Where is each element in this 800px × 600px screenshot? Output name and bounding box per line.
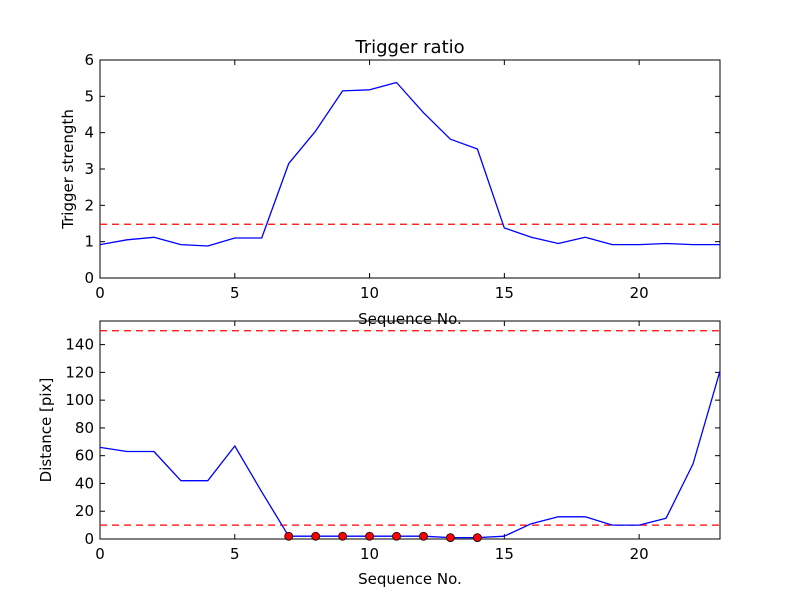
plot-title: Trigger ratio	[354, 37, 464, 58]
y-tick-label: 120	[65, 363, 94, 381]
y-tick-label: 80	[75, 419, 94, 437]
axes-frame	[99, 320, 721, 540]
x-tick-label: 0	[95, 284, 105, 302]
distance-plot: Sequence No. Distance [pix] 0 5 10 15 20 0 20 4…	[37, 320, 721, 588]
data-point-marker	[284, 531, 294, 541]
data-point-marker	[446, 533, 455, 543]
x-tick-label: 15	[495, 284, 514, 302]
x-tick-label: 20	[630, 545, 649, 563]
y-tick-label: 0	[84, 530, 94, 548]
x-tick-label: 0	[95, 545, 105, 563]
x-axis-label: Sequence No.	[358, 310, 462, 328]
y-axis-label: Trigger strength	[59, 109, 77, 230]
x-tick-label: 10	[360, 545, 379, 563]
y-tick-label: 6	[84, 51, 94, 69]
data-point-marker	[472, 533, 482, 543]
data-point-marker	[419, 531, 428, 541]
series-line	[99, 81, 720, 247]
x-tick-label: 5	[230, 284, 240, 302]
data-point-marker	[311, 531, 321, 541]
x-tick-label: 10	[360, 284, 379, 302]
data-point-marker	[338, 531, 348, 541]
y-tick-label: 4	[84, 124, 94, 142]
x-tick-label: 15	[495, 545, 514, 563]
y-tick-label: 5	[84, 87, 94, 105]
y-tick-label: 1	[84, 233, 94, 251]
y-axis-label: Distance [pix]	[37, 378, 55, 483]
y-tick-label: 100	[65, 391, 94, 409]
y-tick-label: 2	[84, 196, 94, 214]
x-tick-label: 20	[630, 284, 649, 302]
x-tick-label: 5	[230, 545, 240, 563]
y-tick-label: 40	[75, 474, 94, 492]
y-tick-label: 140	[65, 336, 94, 354]
data-point-marker	[365, 531, 374, 541]
y-tick-label: 0	[84, 269, 94, 287]
trigger-ratio-plot: Trigger ratio Sequence No. Trigger stren…	[59, 37, 721, 328]
series-line	[99, 370, 721, 539]
x-axis-label: Sequence No.	[358, 570, 462, 588]
data-point-marker	[392, 531, 401, 541]
y-tick-label: 3	[84, 160, 94, 178]
y-tick-label: 20	[75, 502, 94, 520]
y-tick-label: 60	[75, 447, 94, 465]
